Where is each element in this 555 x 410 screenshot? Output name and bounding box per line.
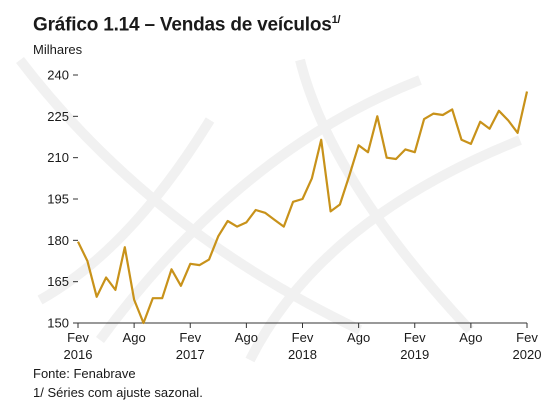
data-point (358, 144, 360, 146)
y-tick-label: 180 (47, 233, 69, 248)
data-point (311, 177, 313, 179)
data-point (423, 118, 425, 120)
data-point (199, 264, 201, 266)
data-point (489, 128, 491, 130)
data-point (208, 259, 210, 261)
x-tick-label: Ago (459, 330, 482, 345)
data-point (77, 241, 79, 243)
x-tick-year-label: 2019 (400, 347, 429, 362)
x-tick-label: Fev (516, 330, 538, 345)
data-point (142, 322, 144, 324)
y-tick-label: 150 (47, 316, 69, 331)
x-tick-label: Fev (179, 330, 201, 345)
data-point (507, 119, 509, 121)
data-point (442, 114, 444, 116)
data-point (133, 299, 135, 301)
x-tick-year-label: 2017 (176, 347, 205, 362)
chart-title: Gráfico 1.14 – Vendas de veículos1/ (33, 14, 341, 36)
y-tick-label: 165 (47, 274, 69, 289)
data-point (96, 296, 98, 298)
data-point (517, 132, 519, 134)
chart-title-text: Gráfico 1.14 – Vendas de veículos (33, 14, 332, 36)
data-point (404, 148, 406, 150)
y-axis-unit-label: Milhares (33, 42, 83, 57)
data-point (236, 226, 238, 228)
data-point (498, 110, 500, 112)
source-note: Fonte: Fenabrave (33, 366, 136, 381)
data-point (292, 201, 294, 203)
y-axis: 150 165 180 195 210 225 240 (47, 68, 78, 331)
data-point (479, 121, 481, 123)
data-point (114, 289, 116, 291)
data-point (451, 108, 453, 110)
data-point (320, 139, 322, 141)
x-tick-label: Ago (347, 330, 370, 345)
x-tick-label: Fev (404, 330, 426, 345)
x-tick-label: Ago (235, 330, 258, 345)
data-point (124, 246, 126, 248)
x-tick-year-label: 2020 (513, 347, 542, 362)
data-point (152, 297, 154, 299)
data-point (386, 157, 388, 159)
data-point (227, 220, 229, 222)
data-point (339, 204, 341, 206)
y-tick-label: 225 (47, 109, 69, 124)
x-axis: Fev 2016 Ago Fev 2017 Ago Fev 2018 Ago Fev 2019 Ago… (64, 322, 542, 362)
background-watermark (16, 56, 522, 363)
data-point (189, 263, 191, 265)
data-point (302, 198, 304, 200)
x-tick-label: Fev (67, 330, 89, 345)
footnote: 1/ Séries com ajuste sazonal. (33, 385, 203, 400)
title-note-mark: 1/ (331, 14, 341, 26)
data-point (255, 209, 257, 211)
data-point (395, 158, 397, 160)
data-point (330, 210, 332, 212)
data-point (264, 212, 266, 214)
y-tick-label: 240 (47, 68, 69, 83)
data-point (245, 221, 247, 223)
data-point (86, 260, 88, 262)
data-point (273, 219, 275, 221)
data-point (105, 277, 107, 279)
data-point (376, 115, 378, 117)
data-point (161, 297, 163, 299)
data-point (470, 143, 472, 145)
data-point (367, 151, 369, 153)
data-point (526, 91, 528, 93)
x-tick-year-label: 2016 (64, 347, 93, 362)
data-point (171, 268, 173, 270)
data-point (432, 113, 434, 115)
data-point (348, 175, 350, 177)
x-tick-label: Fev (292, 330, 314, 345)
x-tick-label: Ago (123, 330, 146, 345)
data-point (414, 151, 416, 153)
x-tick-year-label: 2018 (288, 347, 317, 362)
y-tick-label: 195 (47, 192, 69, 207)
data-point (283, 226, 285, 228)
data-point (461, 139, 463, 141)
data-point (217, 235, 219, 237)
y-tick-label: 210 (47, 150, 69, 165)
series-line (77, 91, 529, 325)
data-point (180, 285, 182, 287)
